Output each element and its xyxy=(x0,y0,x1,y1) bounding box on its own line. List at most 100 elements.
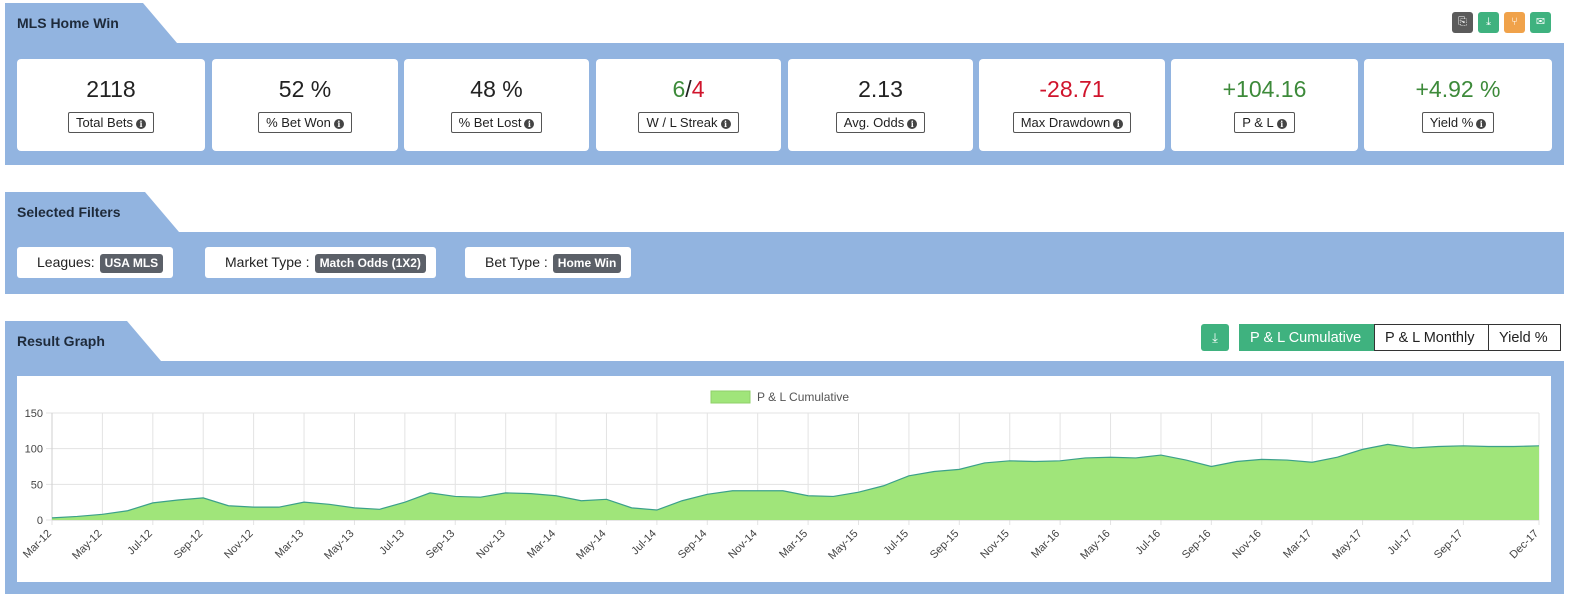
stat-value: 48 % xyxy=(470,76,523,102)
data-point xyxy=(151,501,154,504)
data-point xyxy=(51,516,54,519)
stat-label[interactable]: Total Bets i xyxy=(67,112,155,133)
stat-bet-lost: 48 % % Bet Lost i xyxy=(404,59,589,151)
x-tick-label: Nov-14 xyxy=(726,528,760,562)
data-point xyxy=(1008,459,1011,462)
filter-label: Bet Type : xyxy=(485,254,548,270)
data-point xyxy=(504,491,507,494)
graph-download-button[interactable]: ⤓ xyxy=(1201,324,1229,351)
x-tick-label: Mar-14 xyxy=(525,528,558,561)
y-tick-label: 0 xyxy=(37,515,43,527)
data-point xyxy=(1411,446,1414,449)
data-point xyxy=(958,468,961,471)
data-point xyxy=(202,496,205,499)
stat-label[interactable]: Avg. Odds i xyxy=(835,112,926,133)
x-tick-label: Sep-13 xyxy=(424,528,458,562)
x-tick-label: Jul-16 xyxy=(1133,528,1163,558)
data-point xyxy=(1134,456,1137,459)
page-title: MLS Home Win xyxy=(17,15,119,31)
x-tick-label: May-13 xyxy=(322,528,356,562)
stat-label[interactable]: Max Drawdown i xyxy=(1012,112,1132,133)
data-point xyxy=(781,489,784,492)
copy-button[interactable]: ⎘ xyxy=(1452,12,1473,33)
data-point xyxy=(882,484,885,487)
y-tick-label: 50 xyxy=(31,479,43,491)
data-point xyxy=(353,506,356,509)
x-tick-label: May-16 xyxy=(1078,528,1112,562)
x-tick-label: Mar-15 xyxy=(777,528,810,561)
tab-pl-monthly[interactable]: P & L Monthly xyxy=(1374,324,1489,351)
info-icon: i xyxy=(1476,118,1487,129)
stat-label-text: W / L Streak xyxy=(646,115,718,130)
data-point xyxy=(1059,459,1062,462)
stat-value: +104.16 xyxy=(1222,76,1307,102)
filter-badge: Match Odds (1X2) xyxy=(314,253,426,273)
info-icon: i xyxy=(524,118,535,129)
data-point xyxy=(1512,445,1515,448)
graph-title: Result Graph xyxy=(17,333,105,349)
stat-label-text: P & L xyxy=(1242,115,1274,130)
data-point xyxy=(1109,456,1112,459)
x-tick-label: Jul-14 xyxy=(629,528,659,558)
data-point xyxy=(1033,460,1036,463)
download-icon: ⤓ xyxy=(1212,330,1218,345)
data-point xyxy=(177,499,180,502)
info-icon: i xyxy=(1276,118,1287,129)
stat-label-text: Yield % xyxy=(1429,115,1474,130)
data-point xyxy=(126,509,129,512)
stat-label[interactable]: % Bet Won i xyxy=(258,112,352,133)
stat-value: +4.92 % xyxy=(1415,76,1501,102)
info-icon: i xyxy=(907,118,918,129)
data-point xyxy=(1084,456,1087,459)
data-point xyxy=(1437,445,1440,448)
filter-label: Leagues: xyxy=(37,254,95,270)
copy-icon: ⎘ xyxy=(1458,16,1467,28)
x-tick-label: May-14 xyxy=(574,528,608,562)
data-point xyxy=(807,494,810,497)
y-tick-label: 150 xyxy=(25,408,43,420)
y-tick-label: 100 xyxy=(25,444,43,456)
stat-label[interactable]: % Bet Lost i xyxy=(450,112,543,133)
pl-cumulative-area xyxy=(52,444,1539,520)
legend-swatch xyxy=(710,390,751,404)
tab-yield[interactable]: Yield % xyxy=(1488,324,1561,351)
stat-value: -28.71 xyxy=(1039,76,1105,102)
filter-bet-type: Bet Type : Home Win xyxy=(465,247,632,278)
x-tick-label: Jul-12 xyxy=(125,528,155,558)
x-tick-label: Sep-15 xyxy=(928,528,962,562)
filter-label: Market Type : xyxy=(225,254,310,270)
data-point xyxy=(403,501,406,504)
data-point xyxy=(454,495,457,498)
x-tick-label: Jul-15 xyxy=(881,528,911,558)
stat-label[interactable]: W / L Streak i xyxy=(638,112,739,133)
chart-panel: 0 50 100 150 Mar-12 May-12 Jul-12 Sep-12 Nov-12 M… xyxy=(17,376,1551,582)
share-button[interactable]: ⑂ xyxy=(1504,12,1525,33)
data-point xyxy=(1538,444,1541,447)
stat-label-text: % Bet Won xyxy=(266,115,331,130)
data-point xyxy=(529,492,532,495)
stat-label[interactable]: Yield % i xyxy=(1421,112,1495,133)
email-button[interactable]: ✉ xyxy=(1530,12,1551,33)
download-button[interactable]: ⤓ xyxy=(1478,12,1499,33)
stat-value: 2118 xyxy=(86,76,136,102)
tab-pl-cumulative[interactable]: P & L Cumulative xyxy=(1239,324,1374,351)
stat-value: 52 % xyxy=(278,76,332,102)
data-point xyxy=(1311,461,1314,464)
data-point xyxy=(731,489,734,492)
data-point xyxy=(706,493,709,496)
data-point xyxy=(378,508,381,511)
stat-max-drawdown: -28.71 Max Drawdown i xyxy=(979,59,1165,151)
data-point xyxy=(328,503,331,506)
filter-leagues: Leagues: USA MLS xyxy=(17,247,174,278)
data-point xyxy=(76,515,79,518)
download-icon: ⤓ xyxy=(1486,16,1491,28)
stat-value: 6/4 xyxy=(596,76,781,103)
streak-separator: / xyxy=(685,76,692,102)
data-point xyxy=(681,499,684,502)
stat-label-text: % Bet Lost xyxy=(458,115,522,130)
x-tick-label: Jul-17 xyxy=(1385,528,1415,558)
x-tick-label: Dec-17 xyxy=(1508,528,1542,562)
x-tick-label: Sep-16 xyxy=(1180,528,1214,562)
